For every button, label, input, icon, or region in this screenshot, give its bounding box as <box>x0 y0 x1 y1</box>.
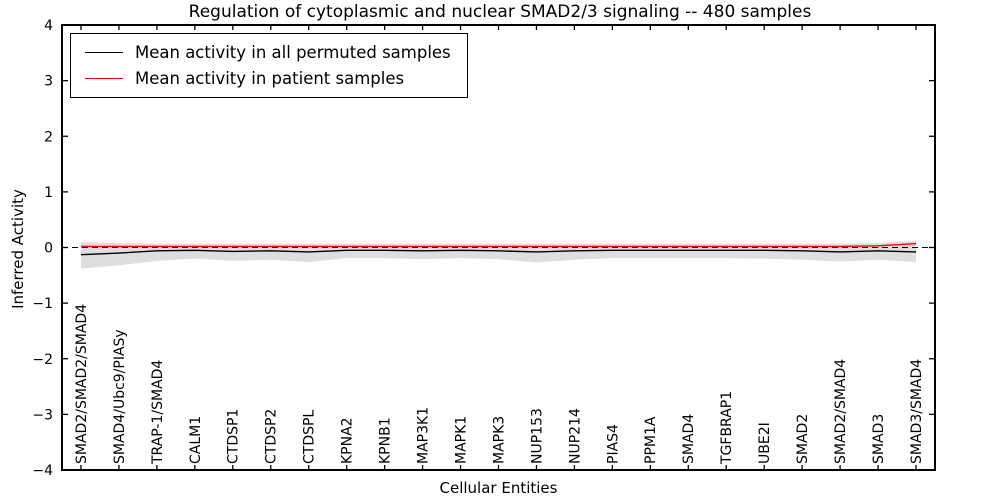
x-tick-label: UBE2I <box>757 422 773 464</box>
legend-label-permuted: Mean activity in all permuted samples <box>135 43 451 62</box>
y-tick-label: 3 <box>44 74 53 90</box>
legend-item-patient: Mean activity in patient samples <box>85 69 451 88</box>
x-tick-label: KPNA2 <box>340 417 356 464</box>
x-tick-label: CALM1 <box>188 416 204 464</box>
x-tick-label: SMAD3 <box>871 414 887 464</box>
x-tick-label: CTDSPL <box>302 410 318 464</box>
y-tick-label: −2 <box>32 352 53 368</box>
x-tick-label: CTDSP1 <box>226 409 242 464</box>
x-tick-label: PIAS4 <box>605 424 621 464</box>
y-tick-label: −4 <box>32 463 53 479</box>
x-tick-label: MAP3K1 <box>415 407 431 464</box>
chart-title: Regulation of cytoplasmic and nuclear SM… <box>188 2 812 22</box>
series-line-patient <box>80 242 917 248</box>
y-tick-label: 2 <box>44 129 53 145</box>
x-tick-label: KPNB1 <box>378 417 394 464</box>
y-tick-label: 4 <box>44 18 53 34</box>
x-tick-label: CTDSP2 <box>264 409 280 464</box>
patient-line-swatch <box>85 78 123 79</box>
y-tick-label: −3 <box>32 407 53 423</box>
x-tick-label: SMAD4 <box>681 414 697 464</box>
x-tick-label: NUP153 <box>529 408 545 464</box>
permutation-band <box>80 240 917 269</box>
x-tick-label: SMAD2/SMAD4 <box>833 359 849 464</box>
x-tick-label: MAPK3 <box>491 416 507 464</box>
y-tick-label: −1 <box>32 296 53 312</box>
x-tick-label: NUP214 <box>567 408 583 464</box>
x-tick-label: TRAP-1/SMAD4 <box>150 360 166 465</box>
x-tick-label: SMAD2/SMAD2/SMAD4 <box>74 304 90 464</box>
x-tick-label: PPM1A <box>643 416 659 464</box>
y-tick-label: 0 <box>44 241 53 257</box>
legend-label-patient: Mean activity in patient samples <box>135 69 405 88</box>
legend-item-permuted: Mean activity in all permuted samples <box>85 43 451 62</box>
x-tick-label: MAPK1 <box>453 416 469 464</box>
permuted-line-swatch <box>85 52 123 53</box>
x-tick-label: SMAD2 <box>795 414 811 464</box>
x-tick-label: SMAD3/SMAD4 <box>909 359 925 464</box>
y-tick-label: 1 <box>44 185 53 201</box>
x-tick-label: SMAD4/Ubc9/PIASy <box>112 329 128 464</box>
legend: Mean activity in all permuted samples Me… <box>70 33 468 98</box>
x-tick-label: TGFBRAP1 <box>719 391 735 465</box>
x-axis-label: Cellular Entities <box>439 479 558 497</box>
series-line-permuted <box>80 249 917 256</box>
